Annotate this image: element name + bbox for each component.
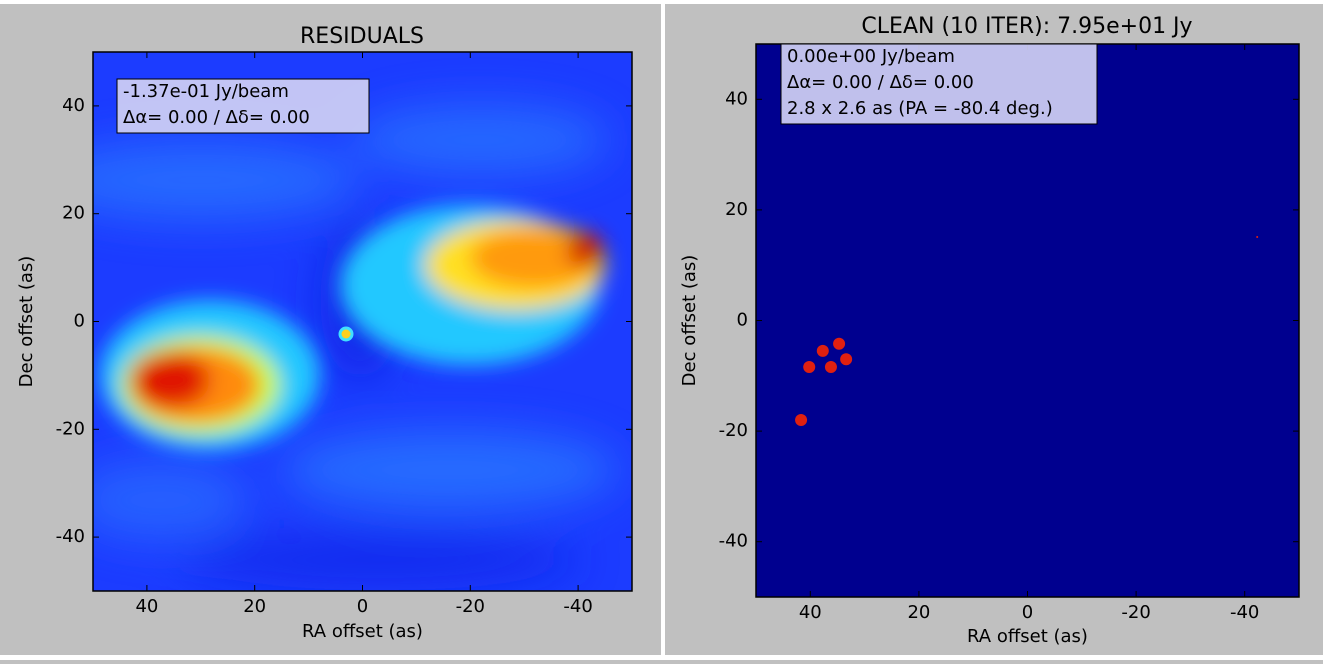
annotation-text: Δα= 0.00 / Δδ= 0.00 <box>123 107 310 128</box>
annotation-text: 2.8 x 2.6 as (PA = -80.4 deg.) <box>787 98 1053 119</box>
panel-title: RESIDUALS <box>300 24 424 49</box>
core <box>338 326 354 342</box>
x-tick-label: 40 <box>135 596 158 617</box>
residual-image <box>93 52 632 591</box>
annotation-text: Δα= 0.00 / Δδ= 0.00 <box>787 72 974 93</box>
y-tick-label: 20 <box>725 199 748 220</box>
x-axis-label: RA offset (as) <box>302 621 423 642</box>
top-edge <box>0 0 1323 4</box>
clean-component <box>1256 235 1259 238</box>
clean-component <box>803 360 816 373</box>
bottom-edge <box>0 655 1323 660</box>
y-tick-label: 0 <box>74 311 85 332</box>
x-tick-label: -40 <box>563 596 592 617</box>
x-tick-label: -40 <box>1230 602 1259 623</box>
x-tick-label: -20 <box>1121 602 1150 623</box>
y-tick-label: -40 <box>719 531 748 552</box>
y-tick-label: 20 <box>62 203 85 224</box>
plot-background <box>756 44 1299 597</box>
x-tick-label: -20 <box>456 596 485 617</box>
x-tick-label: 0 <box>1022 602 1033 623</box>
panel-title: CLEAN (10 ITER): 7.95e+01 Jy <box>861 14 1192 39</box>
lobes <box>100 205 605 450</box>
clean-component <box>816 344 829 357</box>
panel-divider <box>661 0 665 660</box>
annotation-text: -1.37e-01 Jy/beam <box>123 81 289 102</box>
y-axis-label: Dec offset (as) <box>679 255 700 387</box>
clean-component <box>833 337 846 350</box>
x-axis-label: RA offset (as) <box>967 626 1088 647</box>
y-tick-label: -40 <box>56 526 85 547</box>
x-tick-label: 0 <box>357 596 368 617</box>
y-tick-label: -20 <box>719 420 748 441</box>
clean-component <box>795 414 808 427</box>
annotation-text: 0.00e+00 Jy/beam <box>787 46 955 67</box>
x-tick-label: 40 <box>799 602 822 623</box>
y-axis-label: Dec offset (as) <box>16 256 37 388</box>
x-tick-label: 20 <box>243 596 266 617</box>
clean-component <box>824 360 837 373</box>
x-tick-label: 20 <box>907 602 930 623</box>
annotation-box <box>780 43 1098 125</box>
annotation-box <box>116 78 370 134</box>
y-tick-label: 0 <box>737 310 748 331</box>
clean-component <box>840 353 853 366</box>
y-tick-label: 40 <box>725 88 748 109</box>
y-tick-label: -20 <box>56 418 85 439</box>
y-tick-label: 40 <box>62 95 85 116</box>
